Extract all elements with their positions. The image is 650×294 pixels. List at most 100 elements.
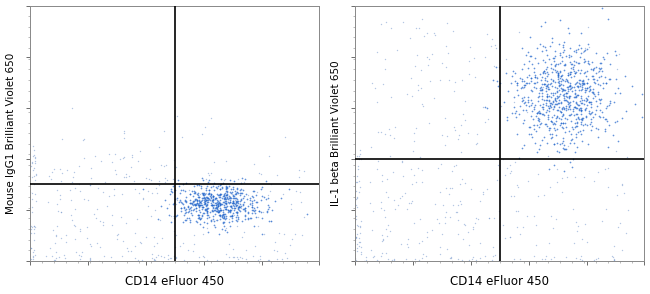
Point xyxy=(219,216,229,220)
Point xyxy=(502,115,513,119)
Point xyxy=(540,257,550,262)
Point xyxy=(181,217,192,222)
Point xyxy=(205,192,216,196)
Point xyxy=(203,173,214,178)
Point xyxy=(517,86,528,91)
Point xyxy=(554,258,565,263)
Point xyxy=(188,193,199,198)
Point xyxy=(578,49,589,54)
Point xyxy=(437,133,447,137)
Point xyxy=(515,76,525,80)
Point xyxy=(192,220,202,225)
Point xyxy=(138,197,148,201)
Point xyxy=(198,192,209,196)
Point xyxy=(529,106,539,111)
Point xyxy=(211,186,222,191)
Point xyxy=(296,200,306,204)
Point xyxy=(196,198,206,203)
Point xyxy=(28,154,38,158)
Point xyxy=(530,128,541,133)
Point xyxy=(240,216,250,221)
Point xyxy=(396,194,407,199)
Point xyxy=(549,56,559,61)
Point xyxy=(40,254,51,259)
Point xyxy=(378,237,388,241)
Point xyxy=(242,193,253,197)
Point xyxy=(198,205,208,210)
Point xyxy=(595,101,605,106)
Point xyxy=(436,245,446,250)
Point xyxy=(86,166,96,170)
Point xyxy=(233,200,243,205)
Point xyxy=(567,98,578,103)
Point xyxy=(440,215,450,220)
Point xyxy=(53,208,63,213)
Point xyxy=(597,69,607,74)
Point xyxy=(520,83,530,88)
Point xyxy=(229,193,239,198)
Point xyxy=(568,66,578,71)
Point xyxy=(195,200,205,204)
Point xyxy=(390,206,400,211)
Point xyxy=(150,258,160,263)
Point xyxy=(604,103,614,108)
Point xyxy=(179,258,189,262)
Point xyxy=(445,256,455,260)
Point xyxy=(214,201,224,206)
Point xyxy=(520,83,530,88)
Point xyxy=(188,207,199,211)
Point xyxy=(237,176,247,181)
Point xyxy=(197,212,207,217)
Point xyxy=(448,124,459,129)
Point xyxy=(436,61,447,66)
Point xyxy=(194,203,204,208)
Point xyxy=(571,70,582,74)
Point xyxy=(190,202,200,207)
Point xyxy=(166,188,176,193)
Point xyxy=(192,193,203,198)
Point xyxy=(563,84,573,89)
Point xyxy=(604,77,615,81)
Point xyxy=(532,111,543,116)
Point xyxy=(562,80,573,85)
Point xyxy=(572,123,582,128)
Point xyxy=(222,190,232,194)
Point xyxy=(270,240,280,245)
Point xyxy=(164,212,174,217)
Point xyxy=(580,222,590,227)
Point xyxy=(237,255,247,260)
Point xyxy=(441,210,451,215)
Point xyxy=(91,216,101,220)
Point xyxy=(544,128,554,132)
Point xyxy=(378,237,389,242)
Point xyxy=(560,254,571,259)
Point xyxy=(584,111,594,116)
Point xyxy=(578,81,588,86)
Point xyxy=(247,208,257,212)
Point xyxy=(256,197,266,202)
Point xyxy=(552,80,563,84)
Point xyxy=(259,231,270,236)
Point xyxy=(272,257,282,262)
Point xyxy=(567,88,577,93)
Point xyxy=(211,208,221,213)
Point xyxy=(449,89,460,93)
Point xyxy=(192,195,203,200)
Point xyxy=(192,197,202,202)
Point xyxy=(220,196,231,201)
Point xyxy=(233,205,243,209)
Point xyxy=(212,200,222,205)
Point xyxy=(205,197,216,202)
Point xyxy=(411,180,421,184)
Y-axis label: Mouse IgG1 Brilliant Violet 650: Mouse IgG1 Brilliant Violet 650 xyxy=(6,53,16,214)
Point xyxy=(571,219,581,224)
Point xyxy=(215,213,226,217)
Point xyxy=(206,170,216,175)
Point xyxy=(436,162,447,166)
Point xyxy=(581,106,592,111)
Point xyxy=(212,218,222,223)
Point xyxy=(565,81,575,85)
Point xyxy=(567,85,577,90)
Point xyxy=(488,78,499,83)
Point xyxy=(601,80,612,85)
